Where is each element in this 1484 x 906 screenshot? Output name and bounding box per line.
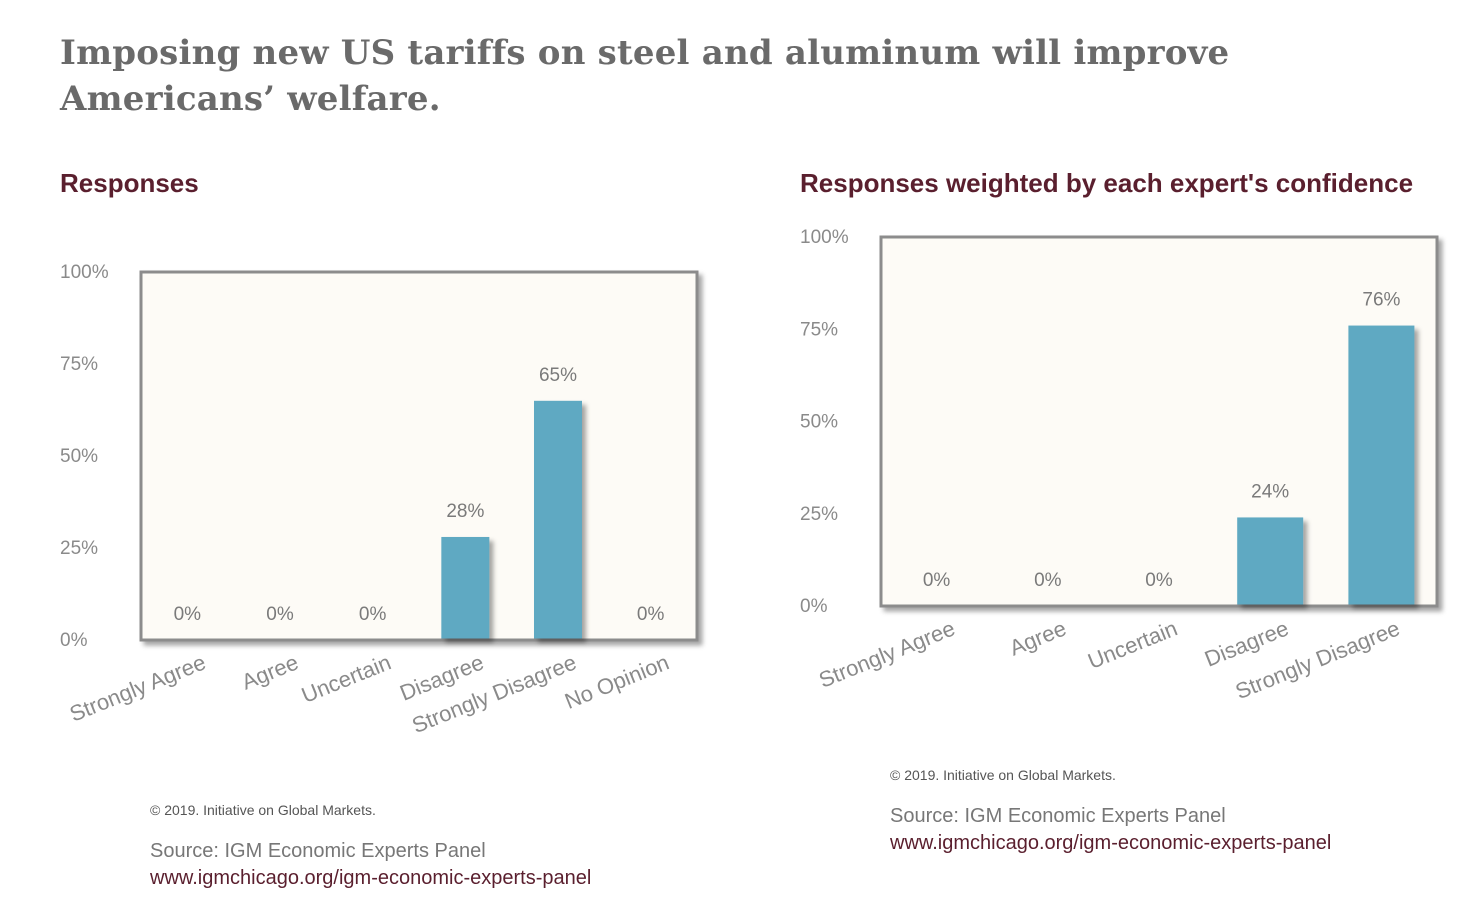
y-tick-label: 50% xyxy=(60,446,98,467)
data-label: 0% xyxy=(359,604,387,625)
y-tick-label: 50% xyxy=(800,412,838,433)
data-label: 0% xyxy=(174,604,202,625)
source-right: Source: IGM Economic Experts Panel www.i… xyxy=(890,803,1331,857)
bar-disagree xyxy=(441,536,490,639)
y-tick-label: 0% xyxy=(800,596,828,617)
y-tick-label: 75% xyxy=(60,354,98,375)
x-category-label: Strongly Agree xyxy=(815,615,958,692)
y-tick-label: 75% xyxy=(800,319,838,340)
y-tick-label: 25% xyxy=(800,504,838,525)
bar-strongly-disagree xyxy=(534,400,582,639)
y-tick-label: 100% xyxy=(60,262,109,283)
plot-area xyxy=(879,235,1439,608)
data-label: 0% xyxy=(637,604,665,625)
data-label: 0% xyxy=(1034,570,1062,591)
data-label: 0% xyxy=(266,604,294,625)
y-tick-label: 100% xyxy=(800,227,849,248)
data-label: 0% xyxy=(1145,570,1173,591)
source-link-right[interactable]: www.igmchicago.org/igm-economic-experts-… xyxy=(890,832,1332,854)
y-tick-label: 25% xyxy=(60,538,98,559)
page-title: Imposing new US tariffs on steel and alu… xyxy=(60,33,1230,119)
bar-strongly-disagree xyxy=(1348,325,1415,605)
source-label-left: Source: IGM Economic Experts Panel xyxy=(150,840,486,862)
chart-title-weighted: Responses weighted by each expert's conf… xyxy=(800,168,1414,198)
data-label: 65% xyxy=(539,365,577,386)
plot-area xyxy=(139,270,699,642)
copyright-left: © 2019. Initiative on Global Markets. xyxy=(150,802,376,818)
bar-disagree xyxy=(1237,517,1304,605)
data-label: 0% xyxy=(923,570,951,591)
data-label: 28% xyxy=(446,501,484,522)
data-label: 76% xyxy=(1362,290,1400,311)
source-label-right: Source: IGM Economic Experts Panel xyxy=(890,805,1226,827)
y-tick-label: 0% xyxy=(60,630,88,651)
data-label: 24% xyxy=(1251,481,1289,502)
source-link-left[interactable]: www.igmchicago.org/igm-economic-experts-… xyxy=(150,867,592,889)
x-category-label: Agree xyxy=(1006,615,1070,660)
source-left: Source: IGM Economic Experts Panel www.i… xyxy=(150,838,591,892)
x-category-label: Uncertain xyxy=(1084,615,1181,673)
copyright-right: © 2019. Initiative on Global Markets. xyxy=(890,767,1116,783)
chart-title-responses: Responses xyxy=(60,168,199,198)
